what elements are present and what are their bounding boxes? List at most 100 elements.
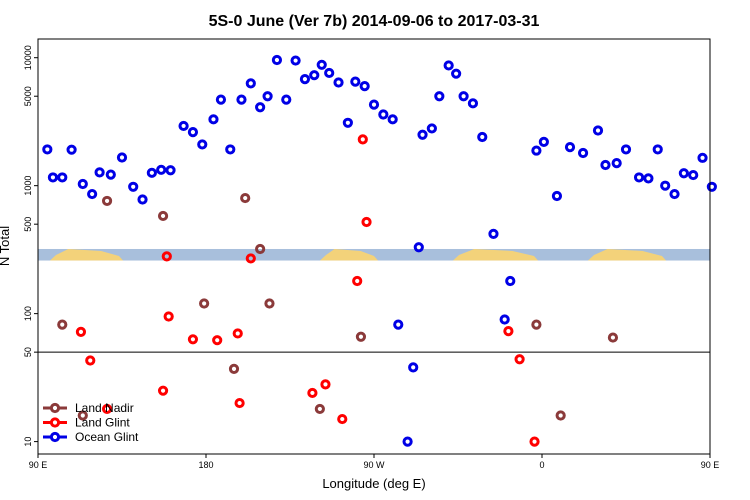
data-point (57, 172, 68, 183)
data-point (101, 403, 113, 415)
data-point (688, 169, 699, 181)
data-points (42, 54, 717, 447)
data-point (208, 114, 219, 125)
data-point (633, 172, 645, 183)
map-land-shape (588, 248, 666, 261)
data-point (652, 144, 663, 155)
data-point (529, 436, 540, 447)
data-point (333, 77, 344, 88)
map-land-shape (453, 248, 538, 261)
data-point (551, 190, 563, 202)
data-point (232, 328, 243, 339)
data-point (234, 397, 245, 409)
data-point (47, 172, 59, 183)
data-point (361, 216, 372, 228)
data-point (240, 192, 251, 204)
x-axis-label: Longitude (deg E) (322, 476, 425, 491)
data-point (611, 158, 622, 169)
data-point (255, 243, 266, 255)
data-point (458, 91, 469, 102)
map-land-shape (50, 248, 123, 261)
legend-label: Land Glint (75, 416, 130, 430)
series-land-glint (75, 134, 540, 447)
data-point (255, 102, 266, 113)
data-point (314, 403, 325, 415)
data-point (128, 181, 139, 192)
data-point (531, 145, 542, 156)
data-point (228, 363, 240, 374)
data-point (187, 334, 199, 345)
data-point (669, 188, 680, 200)
data-point (75, 326, 87, 337)
data-point (477, 131, 488, 143)
data-point (342, 117, 353, 128)
data-point (600, 159, 611, 171)
data-point (706, 181, 717, 192)
plot-frame (37, 38, 711, 455)
data-point (264, 298, 275, 309)
data-point (451, 68, 462, 79)
data-point (467, 98, 479, 109)
data-point (678, 168, 689, 179)
series-land-nadir (57, 192, 619, 421)
data-point (316, 59, 327, 70)
legend-label: Ocean Glint (75, 430, 139, 444)
data-point (212, 335, 223, 346)
data-point (426, 123, 437, 134)
data-point (85, 355, 96, 366)
data-point (116, 152, 128, 163)
data-point (215, 94, 227, 105)
data-point (290, 55, 301, 66)
y-tick-label: 100 (23, 306, 33, 321)
data-point (236, 94, 247, 105)
x-tick-label: 90 W (363, 460, 385, 470)
data-point (87, 188, 98, 200)
data-point (393, 319, 404, 330)
legend-marker (49, 402, 61, 414)
data-point (355, 331, 367, 342)
x-tick-label: 90 E (701, 460, 720, 470)
data-point (187, 127, 199, 138)
y-axis: 10 50 100 500 1000 5000 10000 (23, 45, 38, 447)
data-point (564, 142, 576, 153)
data-point (245, 78, 256, 89)
data-point (101, 195, 113, 207)
data-point (643, 173, 654, 184)
data-point (105, 169, 116, 180)
data-point (408, 362, 419, 373)
data-point (555, 410, 566, 421)
data-point (137, 194, 148, 205)
map-strip (38, 248, 710, 261)
data-point (299, 74, 311, 85)
data-point (538, 136, 549, 147)
x-tick-label: 180 (198, 460, 213, 470)
y-axis-label: N Total (0, 226, 12, 266)
data-point (245, 253, 256, 264)
data-point (307, 387, 318, 399)
legend-marker (49, 417, 61, 428)
data-point (57, 319, 68, 330)
data-point (352, 275, 363, 287)
map-land-shape (320, 248, 378, 261)
data-point (378, 109, 389, 120)
map-ocean-band (38, 248, 710, 261)
data-point (324, 67, 335, 79)
data-point (146, 167, 157, 178)
y-tick-label: 5000 (23, 86, 33, 106)
data-point (592, 125, 604, 136)
data-point (697, 152, 708, 163)
data-point (309, 70, 320, 81)
data-point (94, 167, 105, 178)
y-tick-label: 10 (23, 437, 33, 447)
data-point (271, 54, 283, 66)
x-tick-label: 0 (539, 460, 544, 470)
y-tick-label: 50 (23, 347, 33, 357)
data-point (417, 129, 428, 140)
data-point (357, 134, 368, 145)
data-point (320, 379, 331, 390)
data-point (607, 332, 619, 343)
data-point (350, 76, 361, 87)
data-point (66, 144, 77, 155)
y-tick-label: 500 (23, 217, 33, 232)
